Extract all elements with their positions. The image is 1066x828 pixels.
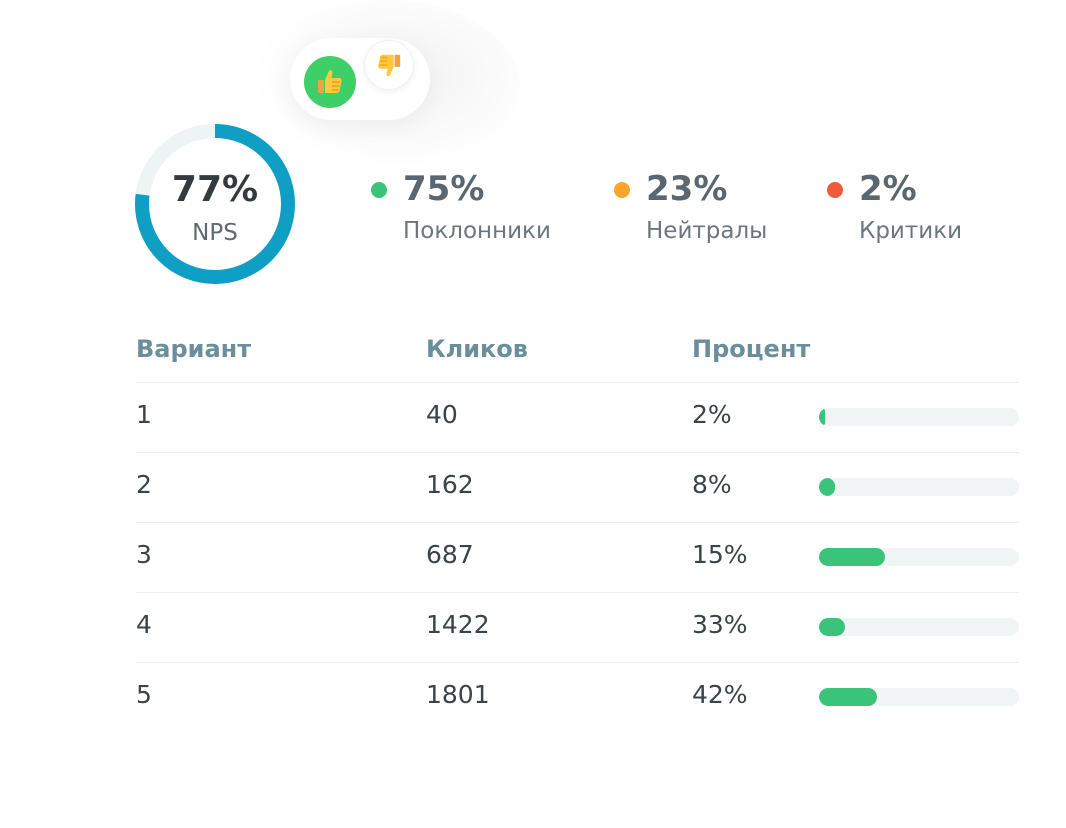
stat-value: 23% (646, 169, 728, 209)
table-row: 1 40 2% (136, 383, 1019, 453)
progress-bar-fill (819, 618, 845, 636)
cell-percent: 42% (692, 680, 748, 709)
progress-bar-track (819, 548, 1019, 566)
cell-variant: 2 (136, 470, 152, 499)
cell-variant: 4 (136, 610, 152, 639)
detractors-dot-icon (827, 182, 843, 198)
cell-variant: 5 (136, 680, 152, 709)
cell-percent: 8% (692, 470, 732, 499)
table-header: Вариант Кликов Процент (136, 325, 1019, 383)
cell-clicks: 40 (426, 400, 458, 429)
table-row: 3 687 15% (136, 523, 1019, 593)
cell-clicks: 687 (426, 540, 474, 569)
header-percent: Процент (692, 335, 811, 363)
stat-label: Поклонники (403, 218, 551, 244)
stat-label: Нейтралы (646, 218, 768, 244)
stat-value: 2% (859, 169, 917, 209)
cell-percent: 33% (692, 610, 748, 639)
progress-bar-fill (819, 408, 825, 426)
cell-variant: 1 (136, 400, 152, 429)
results-table: Вариант Кликов Процент 1 40 2% 2 162 8% … (136, 325, 1019, 732)
neutrals-dot-icon (614, 182, 630, 198)
nps-label: NPS (192, 220, 238, 246)
cell-variant: 3 (136, 540, 152, 569)
cell-clicks: 1801 (426, 680, 490, 709)
cell-clicks: 162 (426, 470, 474, 499)
thumbs-down-icon (378, 54, 401, 77)
header-clicks: Кликов (426, 335, 528, 363)
progress-bar-fill (819, 548, 885, 566)
progress-bar-track (819, 408, 1019, 426)
progress-bar-track (819, 688, 1019, 706)
cell-percent: 15% (692, 540, 748, 569)
progress-bar-fill (819, 688, 877, 706)
cell-clicks: 1422 (426, 610, 490, 639)
cell-percent: 2% (692, 400, 732, 429)
progress-bar-track (819, 478, 1019, 496)
thumbs-up-icon (318, 70, 342, 93)
nps-value: 77% (171, 169, 259, 210)
nps-donut-chart (135, 124, 295, 284)
header-variant: Вариант (136, 335, 252, 363)
thumbs-up-button[interactable] (304, 56, 356, 108)
stat-label: Критики (859, 218, 963, 244)
promoters-dot-icon (371, 182, 387, 198)
stat-value: 75% (403, 169, 485, 209)
table-row: 2 162 8% (136, 453, 1019, 523)
table-row: 4 1422 33% (136, 593, 1019, 663)
nps-donut-arc (135, 124, 295, 284)
thumbs-down-button[interactable] (364, 40, 414, 90)
table-row: 5 1801 42% (136, 663, 1019, 732)
progress-bar-track (819, 618, 1019, 636)
progress-bar-fill (819, 478, 835, 496)
